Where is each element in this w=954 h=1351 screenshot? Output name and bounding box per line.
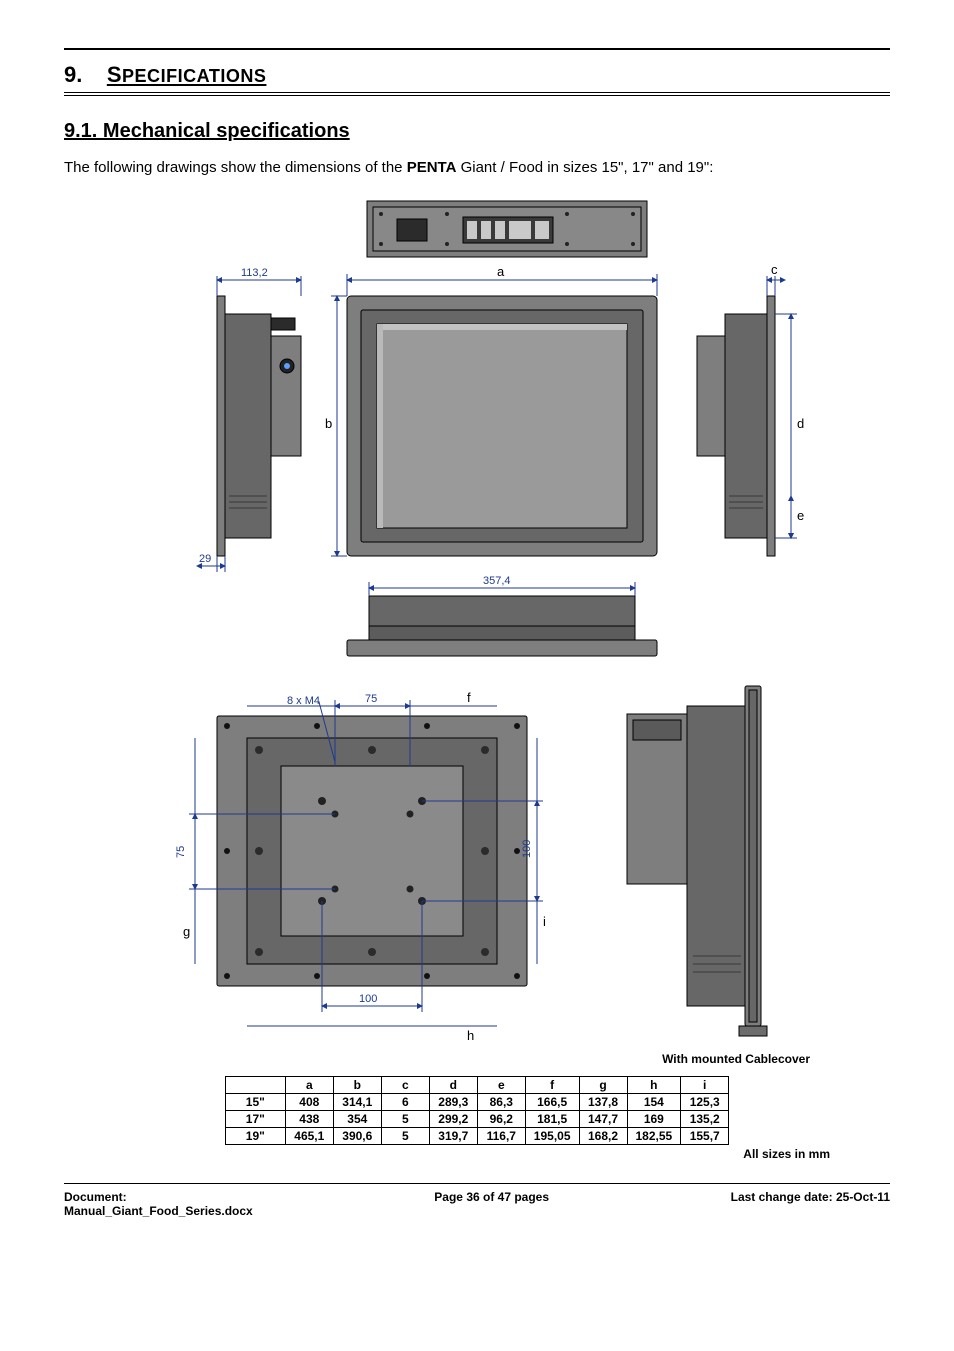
col-i: i (681, 1077, 729, 1094)
col-c: c (381, 1077, 429, 1094)
label-h: h (467, 1028, 474, 1043)
dim-29: 29 (199, 553, 211, 565)
all-sizes-note: All sizes in mm (64, 1147, 830, 1161)
section-number: 9. (64, 62, 82, 87)
intro-prefix: The following drawings show the dimensio… (64, 159, 407, 176)
col-e: e (477, 1077, 525, 1094)
intro-suffix: Giant / Food in sizes 15", 17" and 19": (456, 159, 713, 176)
col-d: d (429, 1077, 477, 1094)
page-footer: Document: Manual_Giant_Food_Series.docx … (64, 1184, 890, 1218)
top-rule (64, 48, 890, 50)
label-b: b (325, 416, 332, 431)
label-g: g (183, 924, 190, 939)
section-heading: 9. SPECIFICATIONS (64, 62, 890, 96)
table-header-row: a b c d e f g h i (225, 1077, 728, 1094)
dim-357-4: 357,4 (483, 575, 511, 587)
dim-75-h: 75 (365, 693, 377, 705)
col-g: g (579, 1077, 627, 1094)
table-row: 19" 465,1 390,6 5 319,7 116,7 195,05 168… (225, 1128, 728, 1145)
technical-drawing-bottom: 8 x M4 75 f 75 g 100 i 100 h (137, 676, 817, 1046)
table-row: 17" 438 354 5 299,2 96,2 181,5 147,7 169… (225, 1111, 728, 1128)
col-h: h (627, 1077, 681, 1094)
dim-100-v: 100 (521, 840, 533, 858)
section-word: SPECIFICATIONS (107, 62, 267, 87)
table-row: 15" 408 314,1 6 289,3 86,3 166,5 137,8 1… (225, 1094, 728, 1111)
intro-paragraph: The following drawings show the dimensio… (64, 157, 890, 178)
label-a: a (497, 264, 505, 279)
label-f: f (467, 690, 471, 705)
col-b: b (333, 1077, 381, 1094)
label-e: e (797, 508, 804, 523)
dim-75-v: 75 (175, 846, 187, 858)
col-blank (225, 1077, 285, 1094)
note-8xm4: 8 x M4 (287, 695, 320, 707)
label-c: c (771, 262, 778, 277)
dim-113-2: 113,2 (241, 267, 268, 279)
technical-drawing-top: 113,2 29 a b (137, 196, 817, 676)
drawings-container: 113,2 29 a b (64, 196, 890, 1046)
footer-doc-name: Manual_Giant_Food_Series.docx (64, 1204, 253, 1218)
footer-doc-label: Document: (64, 1190, 127, 1204)
col-a: a (285, 1077, 333, 1094)
dim-100-h: 100 (359, 993, 377, 1005)
label-i: i (543, 914, 546, 929)
subsection-heading: 9.1. Mechanical specifications (64, 120, 890, 143)
col-f: f (525, 1077, 579, 1094)
dimensions-table: a b c d e f g h i 15" 408 314,1 6 289,3 … (225, 1076, 729, 1145)
footer-page: Page 36 of 47 pages (253, 1190, 731, 1218)
label-d: d (797, 416, 804, 431)
cablecover-caption: With mounted Cablecover (64, 1052, 810, 1066)
footer-date: Last change date: 25-Oct-11 (731, 1190, 890, 1218)
intro-brand: PENTA (407, 159, 457, 176)
